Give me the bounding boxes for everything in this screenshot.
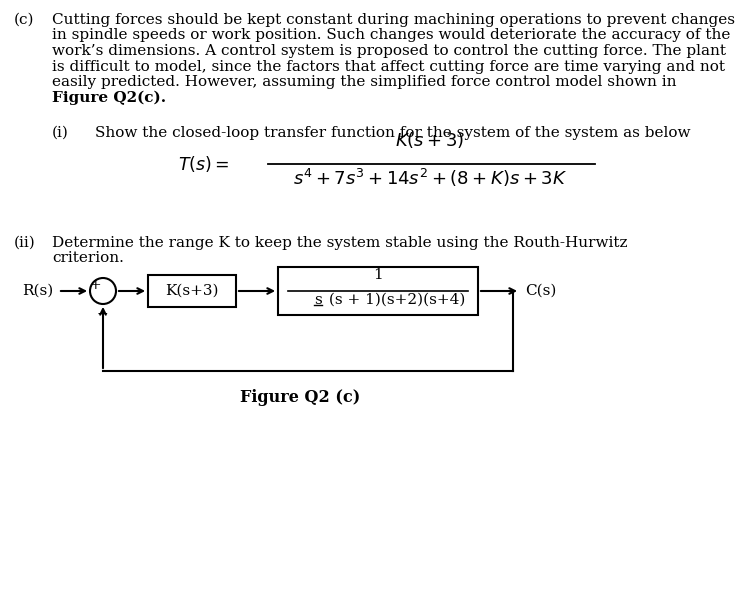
Text: (i): (i)	[52, 126, 69, 140]
Text: $K(s+3)$: $K(s+3)$	[395, 130, 464, 150]
Text: work’s dimensions. A control system is proposed to control the cutting force. Th: work’s dimensions. A control system is p…	[52, 44, 726, 58]
Text: Show the closed-loop transfer function for the system of the system as below: Show the closed-loop transfer function f…	[95, 126, 690, 140]
Text: +: +	[89, 278, 101, 292]
Text: (s + 1)(s+2)(s+4): (s + 1)(s+2)(s+4)	[324, 293, 465, 307]
Text: Determine the range K to keep the system stable using the Routh-Hurwitz: Determine the range K to keep the system…	[52, 236, 628, 250]
Text: R(s): R(s)	[22, 284, 53, 298]
Text: criterion.: criterion.	[52, 251, 124, 265]
Text: in spindle speeds or work position. Such changes would deteriorate the accuracy : in spindle speeds or work position. Such…	[52, 28, 730, 43]
Text: easily predicted. However, assuming the simplified force control model shown in: easily predicted. However, assuming the …	[52, 75, 676, 89]
Text: Figure Q2(c).: Figure Q2(c).	[52, 91, 166, 105]
Text: is difficult to model, since the factors that affect cutting force are time vary: is difficult to model, since the factors…	[52, 59, 725, 73]
Text: C(s): C(s)	[525, 284, 556, 298]
Text: 1: 1	[373, 268, 383, 282]
Text: $s^{4}+7s^{3}+14s^{2}+(8+K)s+3K$: $s^{4}+7s^{3}+14s^{2}+(8+K)s+3K$	[293, 167, 567, 189]
Bar	[148, 275, 236, 307]
Text: −: −	[96, 307, 107, 321]
Text: (ii): (ii)	[14, 236, 36, 250]
Text: K(s+3): K(s+3)	[166, 284, 219, 298]
Text: $T(s)=$: $T(s)=$	[178, 154, 230, 174]
Text: Cutting forces should be kept constant during machining operations to prevent ch: Cutting forces should be kept constant d…	[52, 13, 735, 27]
Bar	[278, 267, 478, 315]
Text: Figure Q2 (c): Figure Q2 (c)	[240, 389, 360, 406]
Text: s: s	[314, 293, 322, 307]
Text: (c): (c)	[14, 13, 35, 27]
